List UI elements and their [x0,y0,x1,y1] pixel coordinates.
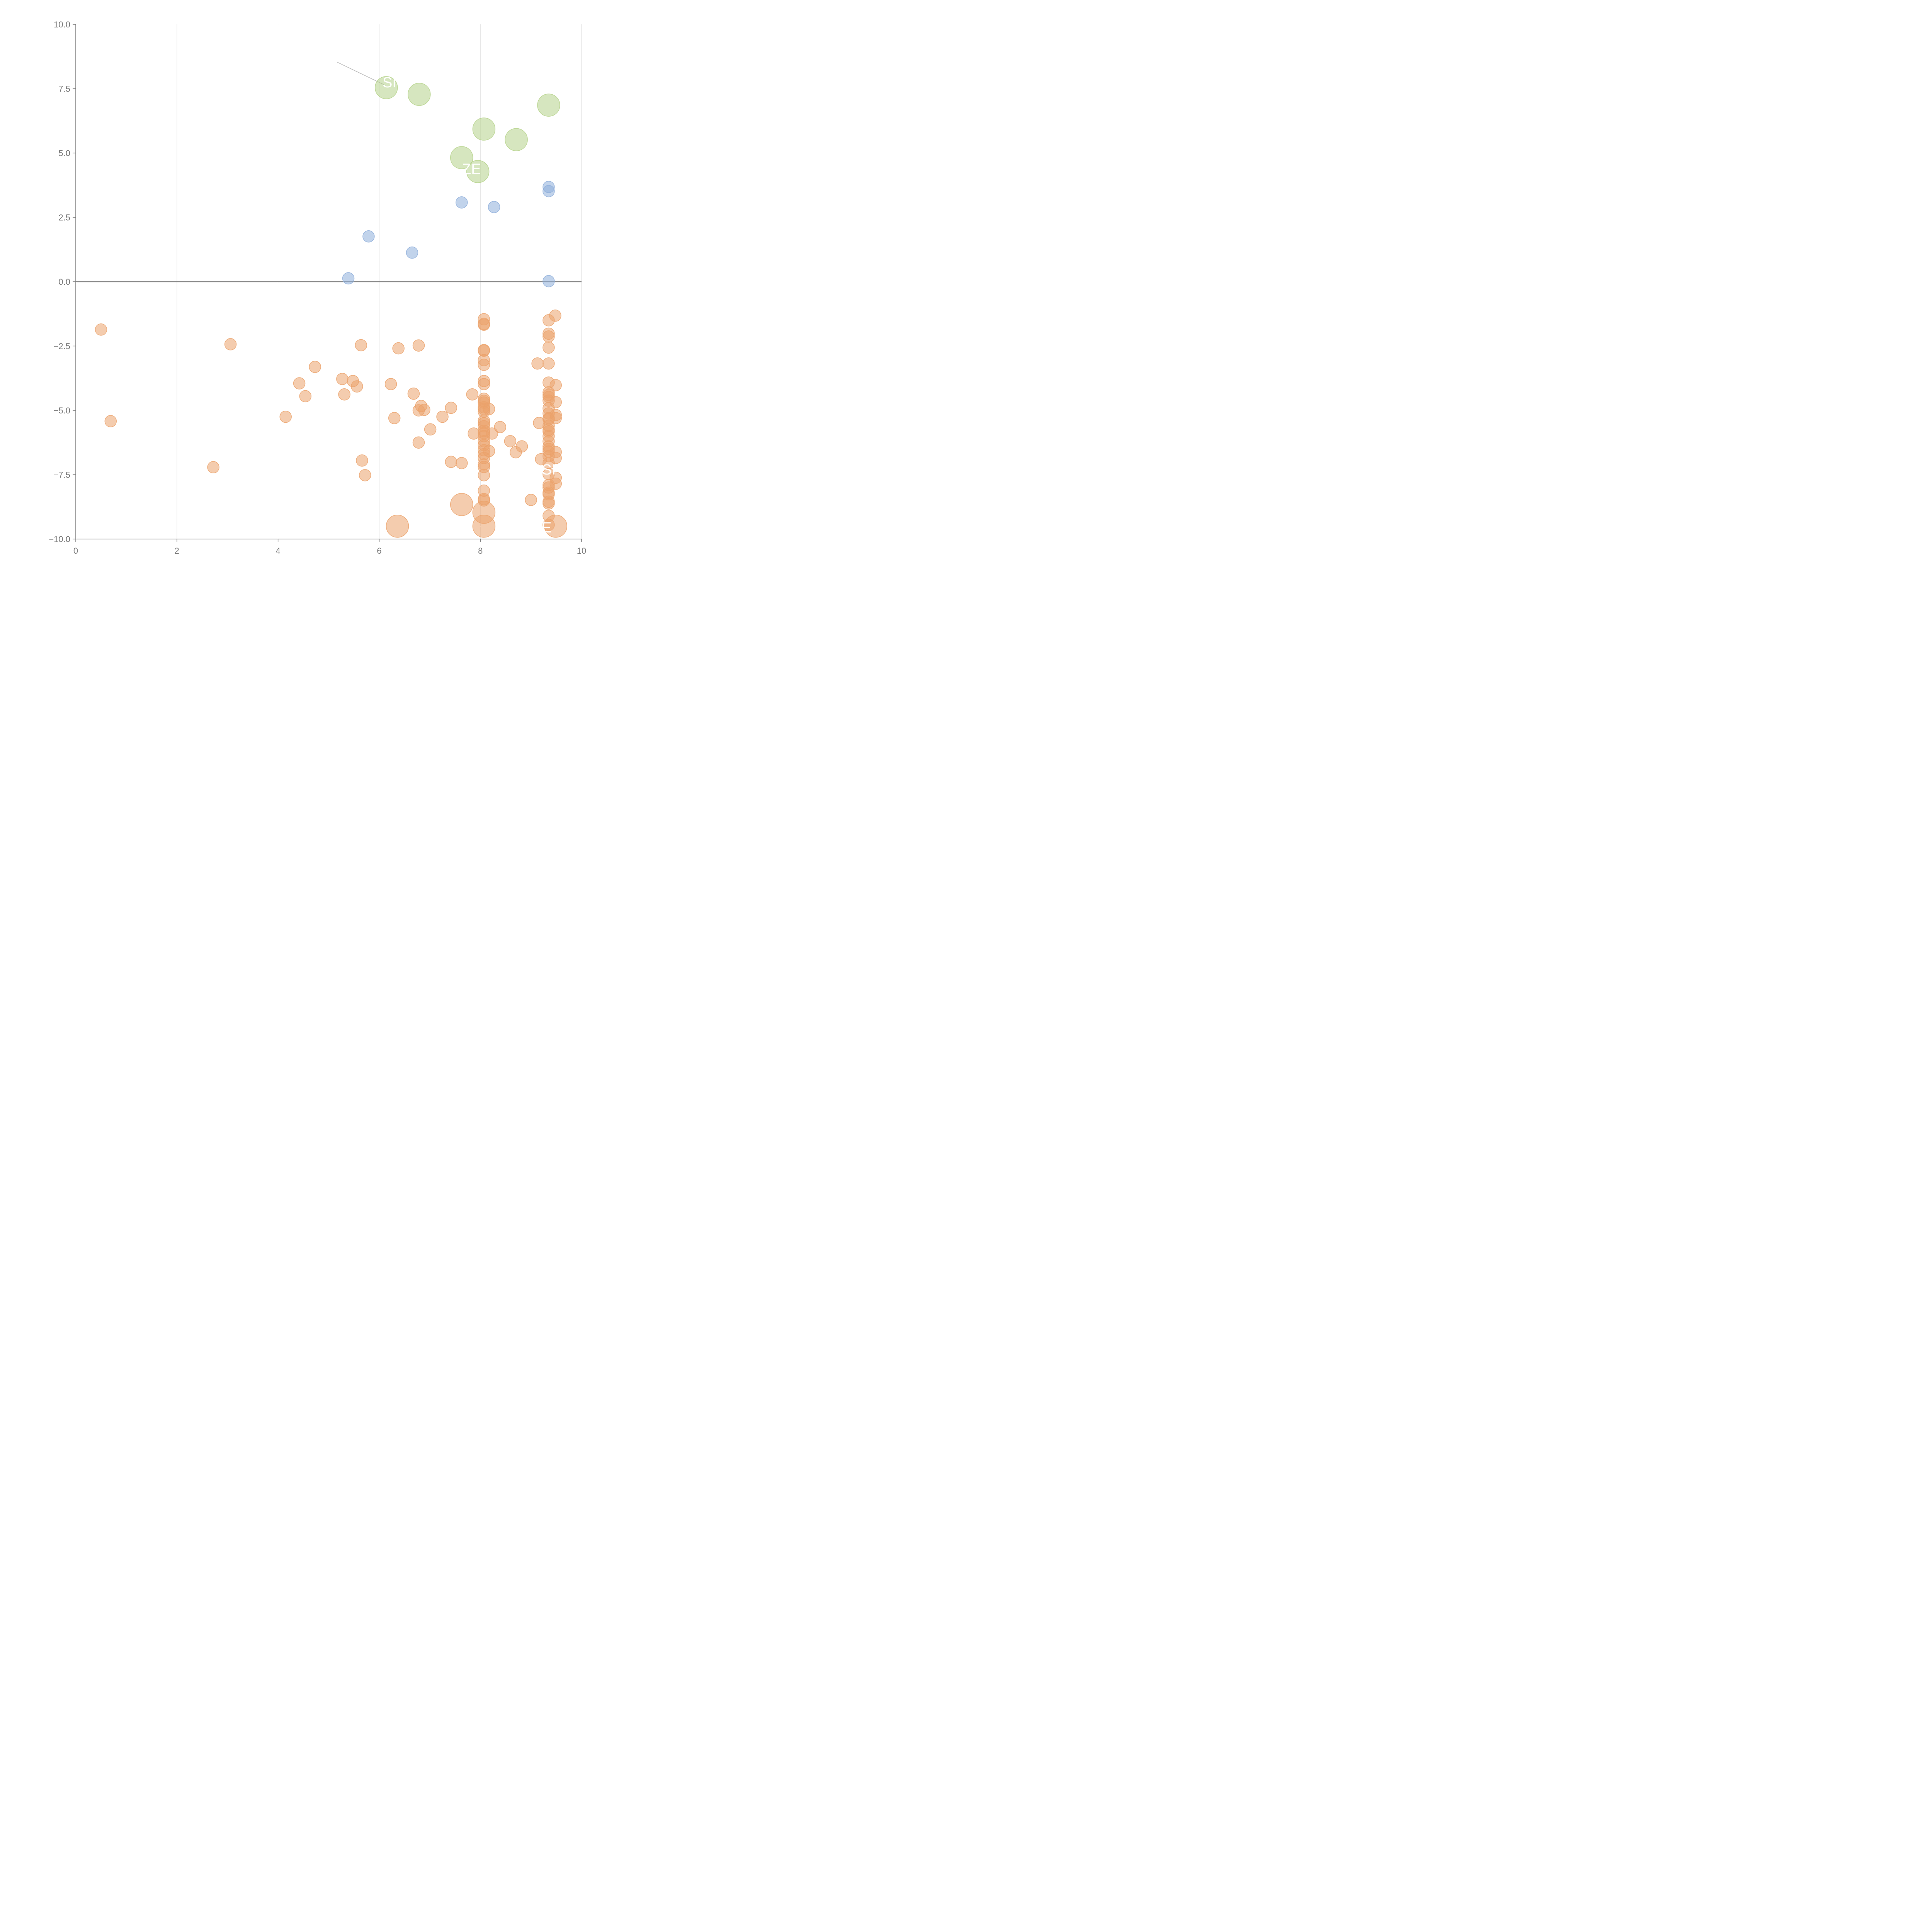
scatter-point [483,403,495,415]
scatter-point [351,380,363,393]
callout-label-si: SI [383,75,396,91]
scatter-point [418,403,430,416]
scatter-point [450,493,473,516]
x-tick-label: 6 [377,546,381,556]
scatter-point [494,421,507,434]
scatter-point [424,423,437,436]
scatter-point [95,323,107,336]
y-tick-label: 10.0 [54,20,70,29]
callout-text-labels: SI ZE RSI E [383,75,556,536]
scatter-point [392,342,405,355]
scatter-point [488,201,500,213]
scatter-point [549,452,562,464]
y-tick-label: −10.0 [49,534,70,544]
x-tick-label: 2 [175,546,179,556]
scatter-point [384,378,397,390]
scatter-point [543,497,555,510]
y-tick-label: 5.0 [58,148,70,158]
scatter-point [456,457,468,469]
scatter-point [388,412,401,424]
scatter-point [412,339,425,352]
scatter-point [543,330,555,343]
scatter-point [356,454,368,467]
callout-leader-line [337,62,384,85]
scatter-point [549,478,562,490]
axes: 10.0 7.5 5.0 2.5 0.0 −2.5 −5.0 −7.5 −10.00 2 4 6 8 10 [49,20,586,556]
scatter-point [549,379,562,391]
scatter-point [472,514,496,538]
scatter-point [466,388,479,401]
scatter-point [386,514,409,538]
scatter-point [338,388,350,401]
y-tick-label: −5.0 [54,406,70,415]
scatter-point [406,246,418,259]
scatter-point [355,339,367,352]
y-tick-label: −2.5 [54,342,70,351]
scatter-point [445,401,457,414]
scatter-point [293,377,306,389]
scatter-point [412,436,425,449]
scatter-point [549,396,562,408]
scatter-point [279,410,292,423]
scatter-point [450,146,473,169]
scatter-point [466,160,490,183]
scatter-point [456,196,468,209]
y-tick-label: 7.5 [58,84,70,94]
scatter-point [544,514,567,538]
scatter-point [486,427,498,440]
x-tick-label: 8 [478,546,483,556]
x-tick-label: 0 [73,546,78,556]
scatter-point [549,412,562,424]
scatter-point [478,378,490,390]
scatter-point [543,185,555,197]
scatter-point [483,445,495,457]
scatter-point [478,469,490,481]
scatter-point [342,272,355,285]
scatter-point [407,387,420,400]
scatter-point [408,83,431,106]
scatter-point [374,76,398,99]
grid-lines [76,24,582,539]
scatter-point [543,341,555,354]
x-tick-label: 10 [577,546,586,556]
scatter-point [359,469,371,481]
y-tick-label: −7.5 [54,470,70,480]
callout-label-rsi: RSI [531,462,556,478]
y-tick-label: 2.5 [58,213,70,223]
scatter-point [336,372,349,385]
scatter-point [436,410,449,423]
scatter-point [478,359,490,371]
scatter-point [472,117,496,141]
data-points [95,76,567,538]
scatter-point [537,94,560,117]
scatter-point [309,361,321,373]
scatter-point [543,275,555,287]
scatter-chart: 10.07.55.02.50.0−2.5−5.0−7.5−10.00 2 4 6 8 10… [49,20,586,556]
scatter-point [504,435,517,447]
scatter-point [207,461,219,473]
scatter-point [515,440,528,452]
scatter-point [549,310,561,322]
scatter-point [224,338,237,350]
scatter-point [299,390,312,403]
scatter-point [505,128,528,151]
y-tick-label: 0.0 [58,277,70,287]
scatter-point [525,494,537,506]
scatter-point [531,357,544,370]
callout-label-e: E [542,520,551,536]
x-tick-label: 4 [276,546,280,556]
scatter-point [478,318,490,331]
scatter-point [104,415,117,427]
scatter-point [445,456,457,468]
scatter-point [543,357,555,370]
callout-label-ze: ZE [462,161,481,177]
scatter-point [362,230,375,243]
